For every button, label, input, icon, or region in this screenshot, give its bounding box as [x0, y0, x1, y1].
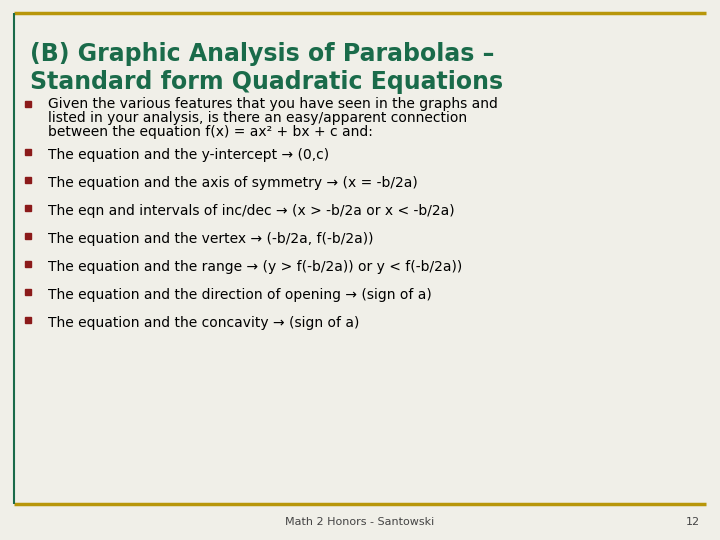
Text: (B) Graphic Analysis of Parabolas –: (B) Graphic Analysis of Parabolas – — [30, 42, 495, 66]
Text: Math 2 Honors - Santowski: Math 2 Honors - Santowski — [285, 517, 435, 527]
Text: between the equation f(x) = ax² + bx + c and:: between the equation f(x) = ax² + bx + c… — [48, 125, 373, 139]
Text: Given the various features that you have seen in the graphs and: Given the various features that you have… — [48, 97, 498, 111]
Text: 12: 12 — [686, 517, 700, 527]
Text: Standard form Quadratic Equations: Standard form Quadratic Equations — [30, 70, 503, 94]
Text: listed in your analysis, is there an easy/apparent connection: listed in your analysis, is there an eas… — [48, 111, 467, 125]
Text: The equation and the concavity → (sign of a): The equation and the concavity → (sign o… — [48, 316, 359, 330]
Text: The eqn and intervals of inc/dec → (x > -b/2a or x < -b/2a): The eqn and intervals of inc/dec → (x > … — [48, 204, 454, 218]
Text: The equation and the axis of symmetry → (x = -b/2a): The equation and the axis of symmetry → … — [48, 176, 418, 190]
Text: The equation and the vertex → (-b/2a, f(-b/2a)): The equation and the vertex → (-b/2a, f(… — [48, 232, 374, 246]
Text: The equation and the y-intercept → (0,c): The equation and the y-intercept → (0,c) — [48, 148, 329, 162]
Text: The equation and the direction of opening → (sign of a): The equation and the direction of openin… — [48, 288, 432, 302]
Text: The equation and the range → (y > f(-b/2a)) or y < f(-b/2a)): The equation and the range → (y > f(-b/2… — [48, 260, 462, 274]
